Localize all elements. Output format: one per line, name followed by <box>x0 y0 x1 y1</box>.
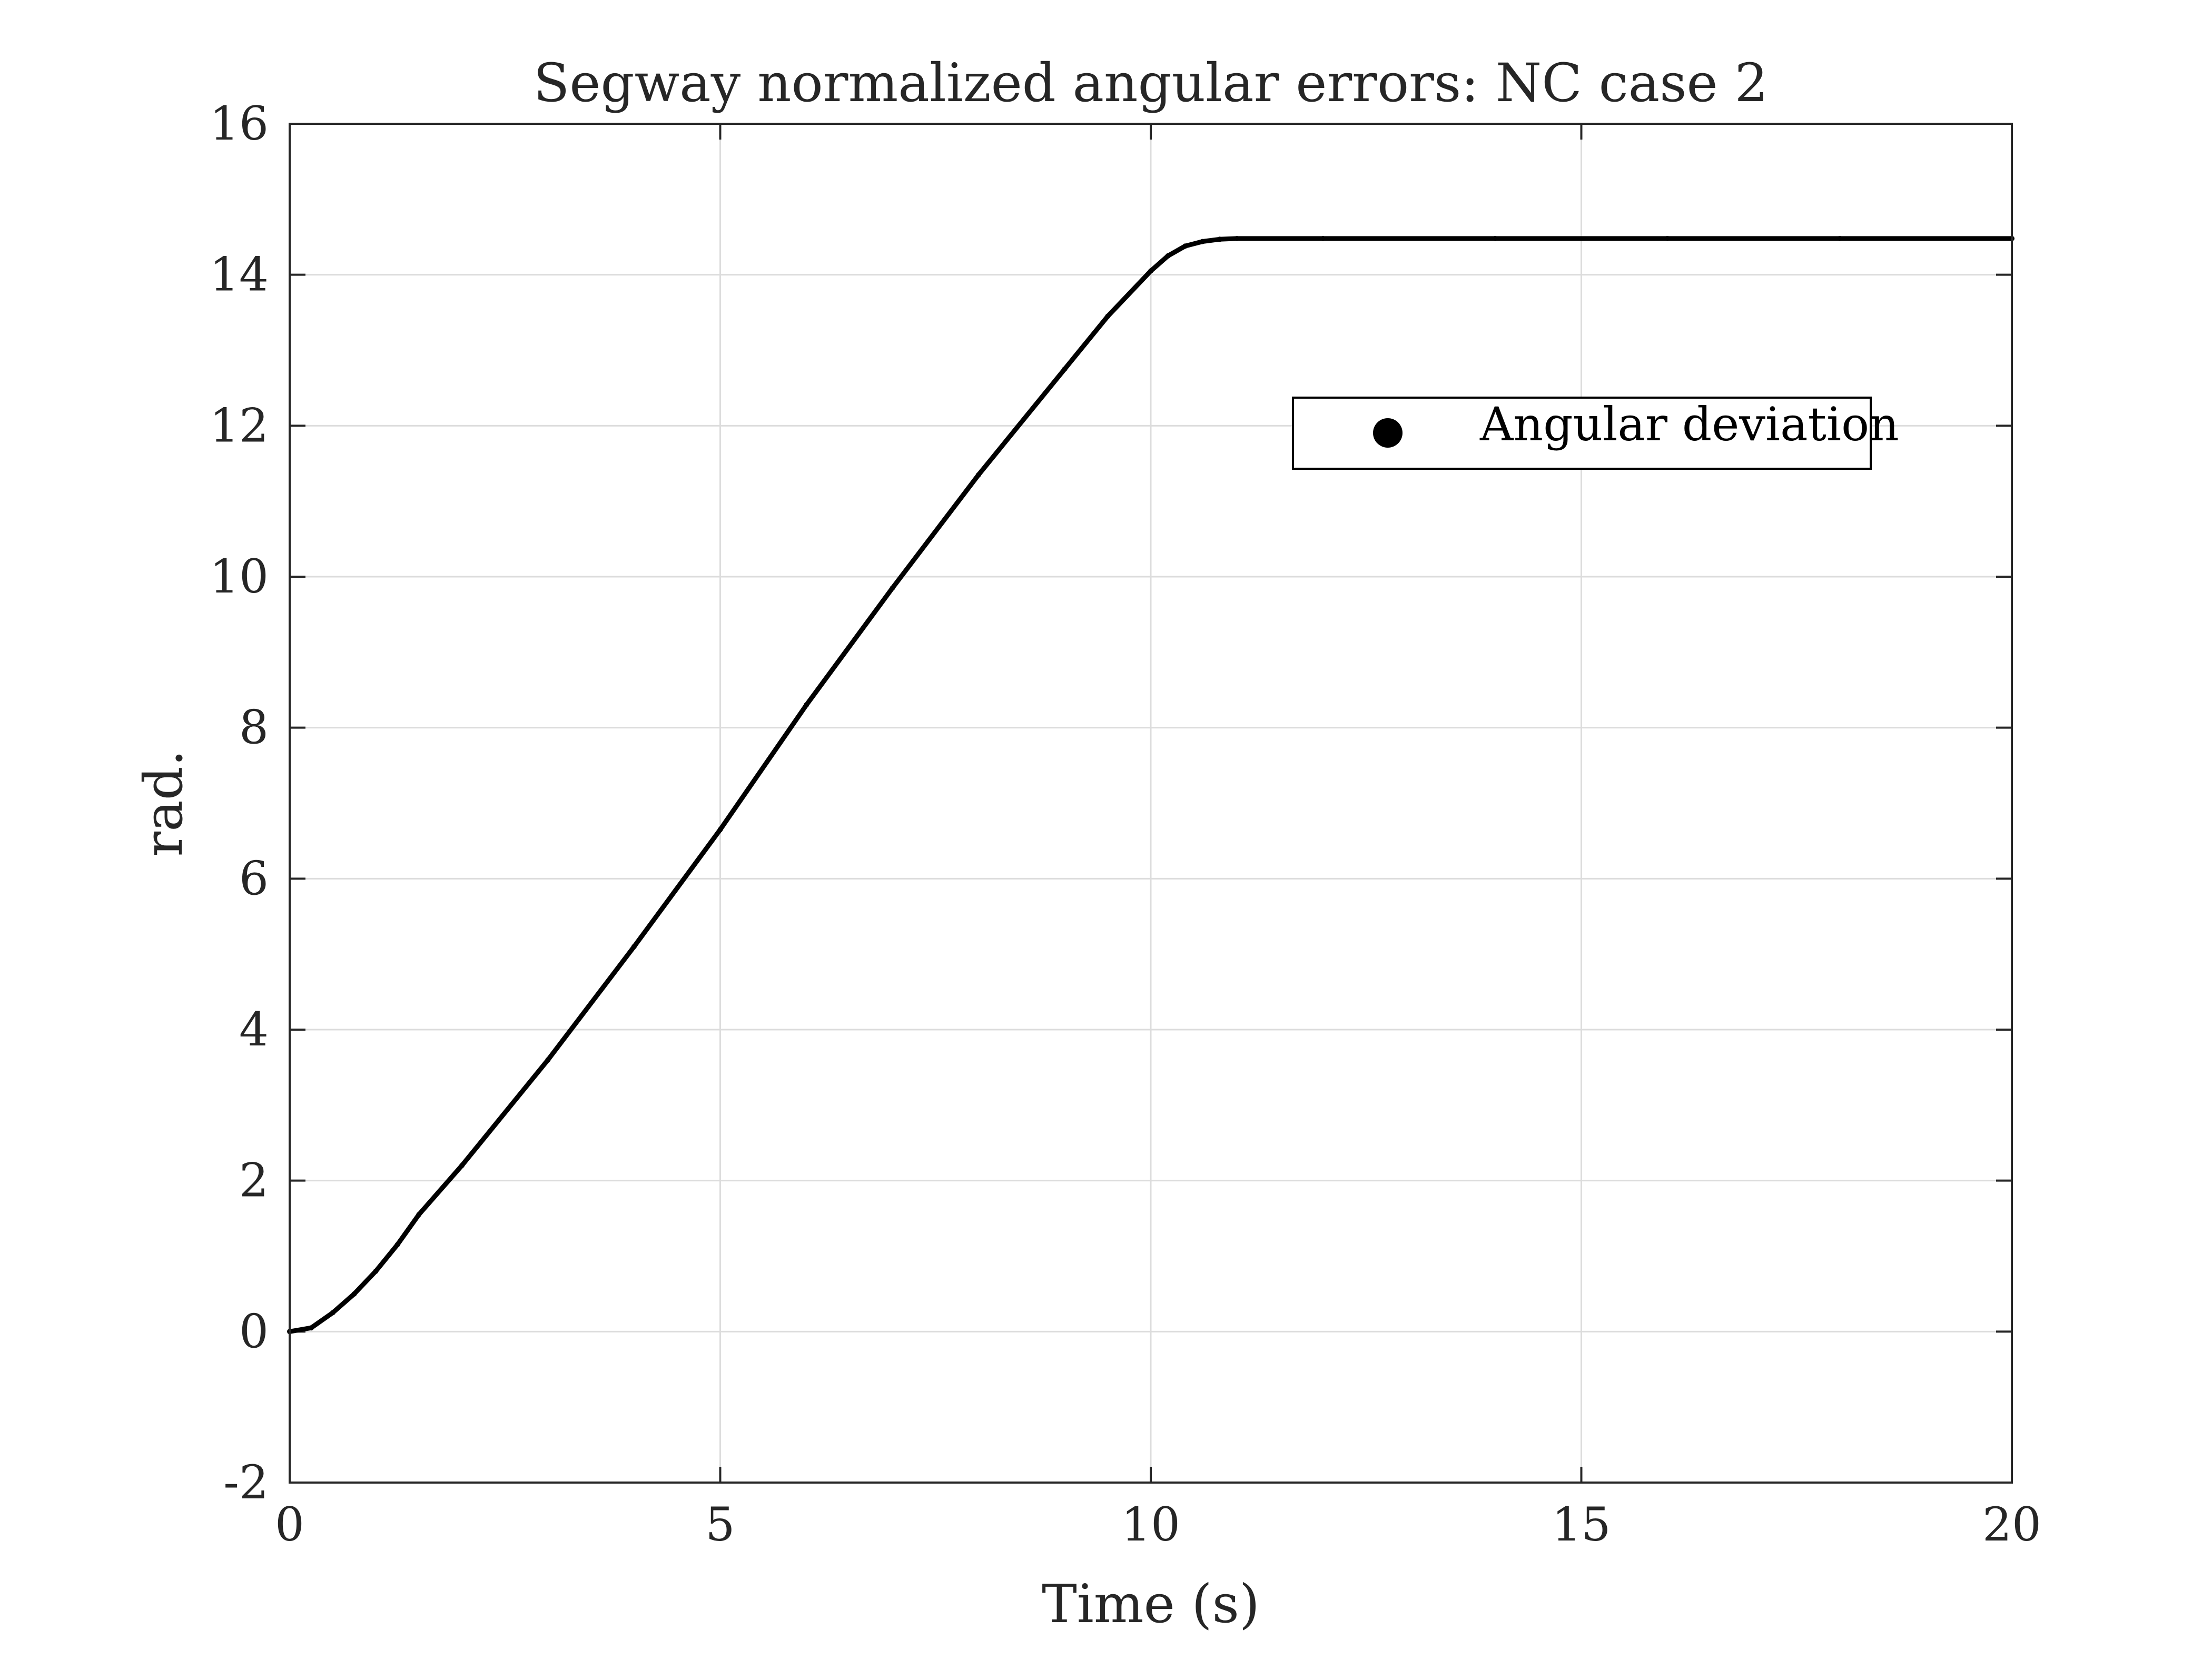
data-point <box>308 1325 314 1331</box>
data-series <box>287 235 2014 1335</box>
data-point <box>1320 235 1326 241</box>
y-tick-label: 10 <box>210 549 269 604</box>
data-point <box>1105 313 1111 319</box>
data-point <box>545 1057 551 1063</box>
data-point <box>459 1163 465 1168</box>
data-point <box>1217 236 1222 242</box>
x-tick-labels: 0 5 10 15 20 <box>275 1497 2041 1552</box>
x-axis-label: Time (s) <box>1042 1573 1260 1635</box>
x-tick-label: 10 <box>1121 1497 1180 1552</box>
y-tick-label: 12 <box>210 398 269 452</box>
y-tick-label: 4 <box>239 1002 269 1056</box>
data-point <box>330 1310 335 1316</box>
data-point <box>890 585 895 591</box>
plot-frame <box>289 123 2013 1484</box>
y-axis-label: rad. <box>133 749 194 856</box>
y-tick-label: 2 <box>239 1153 269 1208</box>
y-tick-label: 16 <box>210 96 269 151</box>
data-point <box>1837 235 1842 241</box>
legend-marker <box>1373 418 1403 448</box>
y-tick-label: 6 <box>239 851 269 905</box>
legend-label: Angular deviation <box>1479 397 1899 451</box>
data-point <box>1665 235 1670 241</box>
y-tick-label: 8 <box>239 700 269 755</box>
legend: Angular deviation <box>1292 397 1899 470</box>
x-tick-label: 0 <box>275 1497 304 1552</box>
x-tick-label: 15 <box>1552 1497 1611 1552</box>
data-point <box>373 1268 379 1274</box>
data-point <box>976 472 981 478</box>
data-point <box>1234 235 1240 241</box>
data-point <box>351 1291 357 1297</box>
data-point <box>1493 235 1498 241</box>
data-point <box>1165 253 1171 259</box>
y-tick-label: 0 <box>239 1304 269 1358</box>
data-point <box>1062 366 1068 372</box>
data-point <box>1182 243 1188 249</box>
y-tick-labels: -2 0 2 4 6 8 10 12 14 16 <box>210 96 269 1509</box>
y-tick-label: -2 <box>223 1455 269 1509</box>
data-point <box>804 702 809 708</box>
data-point <box>717 827 723 833</box>
data-point <box>631 944 637 950</box>
chart-title: Segway normalized angular errors: NC cas… <box>534 52 1768 114</box>
y-tick-label: 14 <box>210 248 269 302</box>
x-tick-label: 5 <box>706 1497 735 1552</box>
x-tick-label: 20 <box>1982 1497 2041 1552</box>
data-point <box>394 1242 400 1248</box>
data-point <box>416 1212 422 1218</box>
data-point <box>1200 239 1206 244</box>
data-point <box>1148 268 1153 274</box>
